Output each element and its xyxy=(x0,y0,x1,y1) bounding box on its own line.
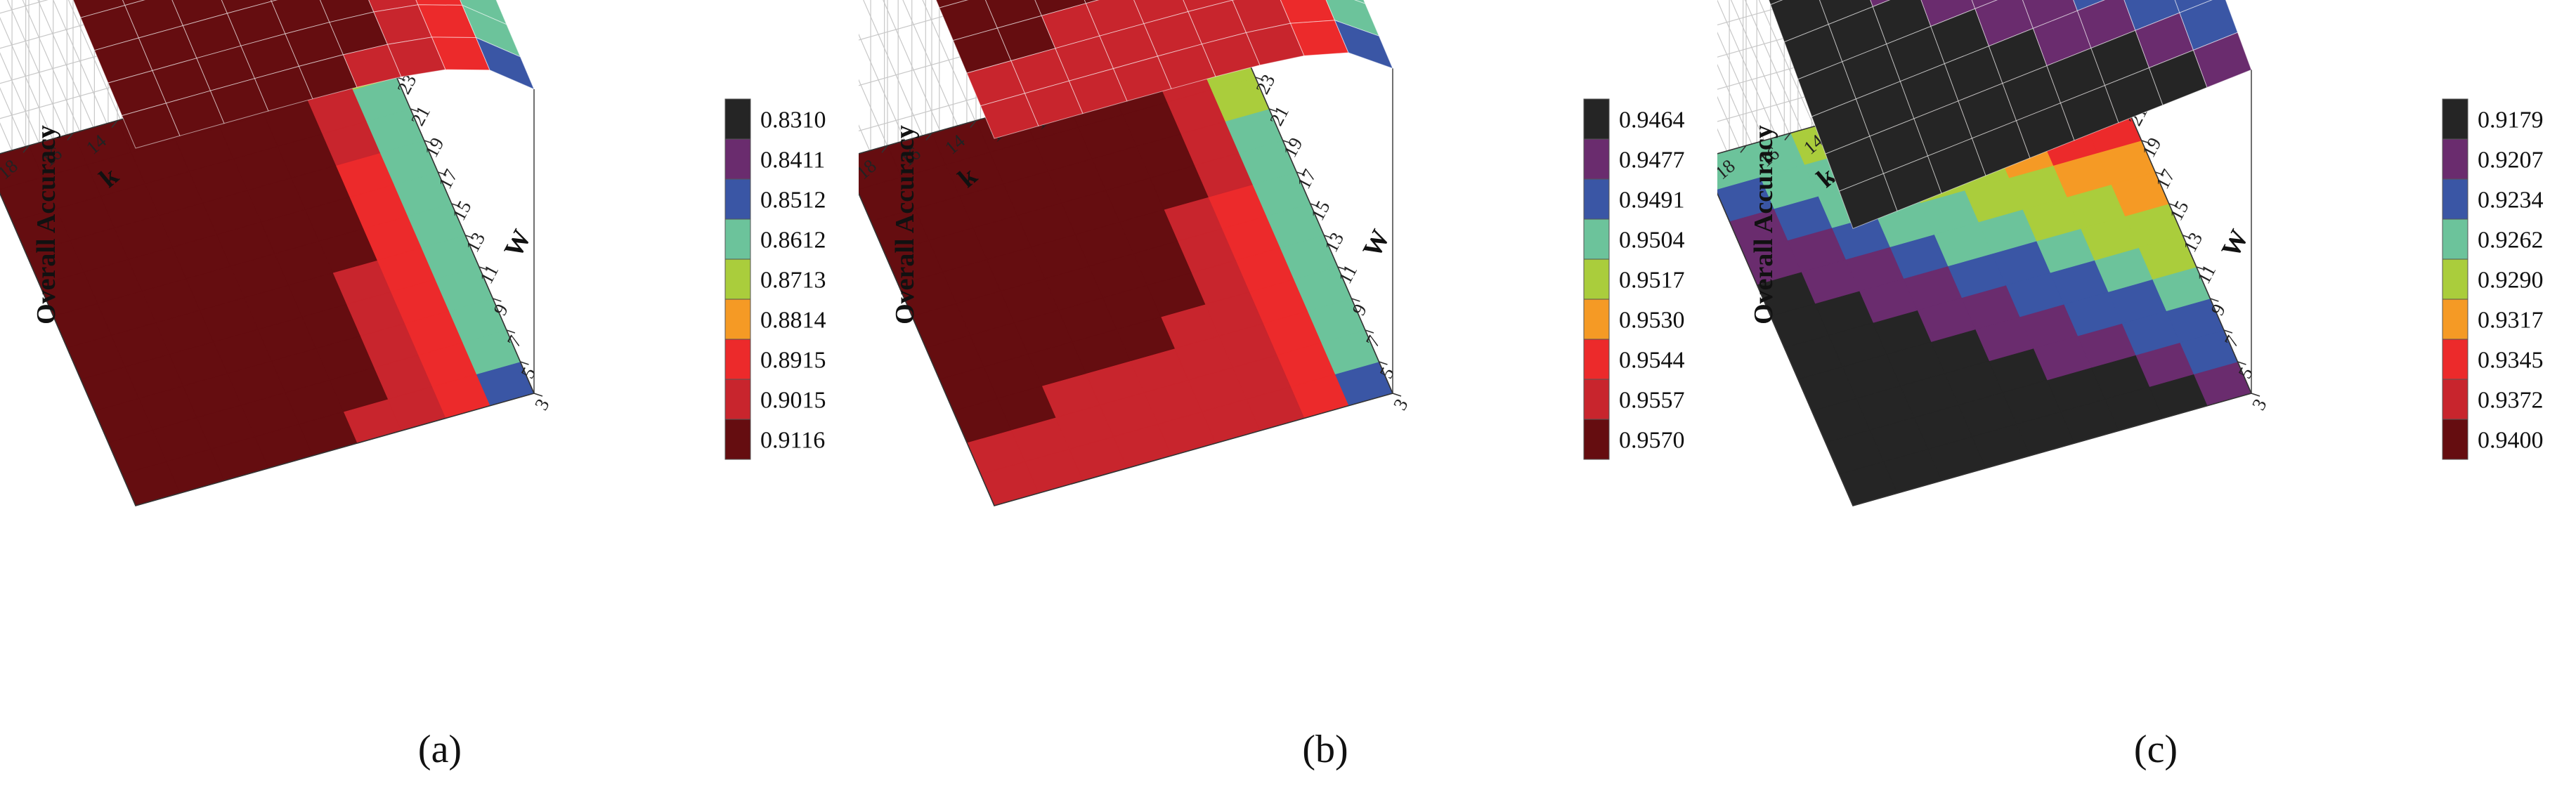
legend-label: 0.9317 xyxy=(2478,308,2544,334)
legend-label: 0.9570 xyxy=(1619,428,1685,454)
legend-swatch xyxy=(2442,299,2468,340)
legend-label: 0.8814 xyxy=(760,308,826,334)
legend-swatch xyxy=(1583,218,1610,260)
legend-label: 0.9345 xyxy=(2478,348,2544,374)
legend: 0.8310 0.8411 0.8512 0.8612 0.8713 0.8814 0.89… xyxy=(724,98,826,460)
legend-label: 0.9262 xyxy=(2478,228,2544,254)
legend: 0.9464 0.9477 0.9491 0.9504 0.9517 0.9530 0.95… xyxy=(1583,98,1685,460)
caption-b: (b) xyxy=(1302,728,1348,771)
legend-label: 0.9290 xyxy=(2478,268,2544,294)
legend-label: 0.8612 xyxy=(760,228,826,254)
legend-label: 0.9477 xyxy=(1619,147,1685,173)
w-axis-title: W xyxy=(498,225,537,262)
legend-swatch xyxy=(1583,299,1610,340)
legend-swatch xyxy=(1583,98,1610,140)
legend-swatch xyxy=(2442,218,2468,260)
legend-label: 0.9464 xyxy=(1619,107,1685,133)
legend-swatch xyxy=(724,339,751,380)
w-axis-title: W xyxy=(1357,225,1396,262)
panel-a: 0.400.450.500.550.600.650.700.750.800.85… xyxy=(0,0,859,800)
legend-label: 0.9504 xyxy=(1619,228,1685,254)
legend-label: 0.8310 xyxy=(760,107,826,133)
legend-swatch xyxy=(2442,419,2468,460)
floor-contour xyxy=(0,45,535,506)
legend-swatch xyxy=(724,178,751,220)
z-axis-title: Overall Accuracy xyxy=(890,125,920,324)
legend-swatch xyxy=(1583,419,1610,460)
legend-label: 0.9015 xyxy=(760,388,826,414)
panel-c: 0.820.830.840.850.860.870.880.890.900.91… xyxy=(1717,0,2576,800)
legend-swatch xyxy=(2442,379,2468,420)
chart-b: 0.880.890.900.910.920.930.940.950.962468… xyxy=(859,0,1685,506)
legend-label: 0.9400 xyxy=(2478,428,2544,454)
caption-c: (c) xyxy=(2133,728,2178,771)
legend-label: 0.8411 xyxy=(760,147,825,173)
legend-swatch xyxy=(724,299,751,340)
w-tick-label: 3 xyxy=(531,395,554,414)
legend: 0.9179 0.9207 0.9234 0.9262 0.9290 0.9317 0.93… xyxy=(2442,98,2544,460)
chart-a: 0.400.450.500.550.600.650.700.750.800.85… xyxy=(0,0,826,506)
legend-swatch xyxy=(1583,339,1610,380)
legend-label: 0.9491 xyxy=(1619,188,1685,214)
legend-swatch xyxy=(724,379,751,420)
legend-label: 0.9544 xyxy=(1619,348,1685,374)
legend-label: 0.9372 xyxy=(2478,388,2544,414)
surface xyxy=(72,0,535,149)
surface xyxy=(935,0,1393,139)
legend-swatch xyxy=(2442,178,2468,220)
legend-swatch xyxy=(724,218,751,260)
legend-swatch xyxy=(2442,258,2468,300)
w-tick-label: 3 xyxy=(2248,395,2271,414)
legend-swatch xyxy=(1583,379,1610,420)
panel-b: 0.880.890.900.910.920.930.940.950.962468… xyxy=(859,0,1717,800)
legend-label: 0.9517 xyxy=(1619,268,1685,294)
legend-swatch xyxy=(2442,98,2468,140)
legend-swatch xyxy=(2442,138,2468,180)
w-tick-label: 3 xyxy=(1389,395,1412,414)
legend-label: 0.8512 xyxy=(760,188,826,214)
surface-cell xyxy=(475,37,535,90)
caption-a: (a) xyxy=(417,728,462,771)
legend-swatch xyxy=(1583,138,1610,180)
legend-label: 0.9207 xyxy=(2478,147,2544,173)
legend-label: 0.9557 xyxy=(1619,388,1685,414)
legend-swatch xyxy=(724,258,751,300)
z-axis-title: Overall Accuracy xyxy=(1749,125,1778,324)
legend-label: 0.9530 xyxy=(1619,308,1685,334)
surface-cell xyxy=(1334,20,1393,70)
chart-c: 0.820.830.840.850.860.870.880.890.900.91… xyxy=(1717,0,2544,506)
legend-swatch xyxy=(724,98,751,140)
surface xyxy=(1768,0,2252,230)
surface-cell xyxy=(1353,0,1366,5)
legend-label: 0.8915 xyxy=(760,348,826,374)
legend-label: 0.9116 xyxy=(760,428,825,454)
w-axis-title: W xyxy=(2216,225,2254,262)
legend-swatch xyxy=(724,419,751,460)
legend-swatch xyxy=(2442,339,2468,380)
legend-label: 0.9234 xyxy=(2478,188,2544,214)
surface-cell xyxy=(2192,32,2252,88)
legend-swatch xyxy=(1583,258,1610,300)
legend-swatch xyxy=(1583,178,1610,220)
legend-label: 0.9179 xyxy=(2478,107,2544,133)
legend-swatch xyxy=(724,138,751,180)
legend-label: 0.8713 xyxy=(760,268,826,294)
floor-contour xyxy=(859,45,1393,506)
z-axis-title: Overall Accuracy xyxy=(32,125,61,324)
